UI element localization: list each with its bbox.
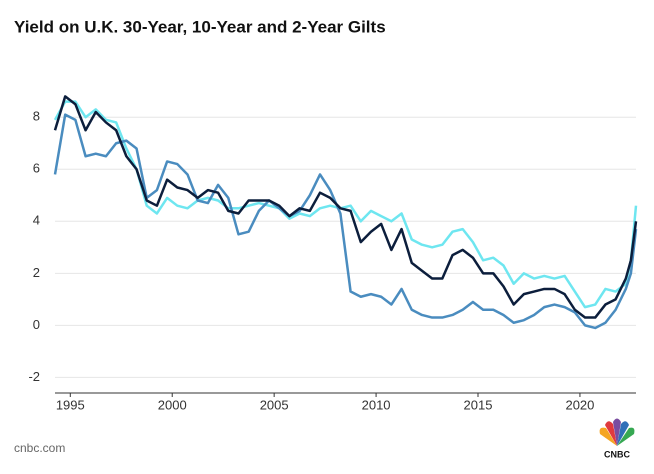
y-tick-label: -2 <box>28 369 40 384</box>
x-tick-label: 2015 <box>464 397 493 412</box>
chart-title: Yield on U.K. 30-Year, 10-Year and 2-Yea… <box>14 17 386 36</box>
x-tick-label: 2005 <box>260 397 289 412</box>
series-line <box>53 113 638 330</box>
x-tick-label: 2010 <box>362 397 391 412</box>
y-tick-label: 6 <box>33 161 40 176</box>
y-tick-label: 2 <box>33 265 40 280</box>
series-line <box>53 95 638 319</box>
x-tick-label: 1995 <box>56 397 85 412</box>
y-tick-label: 4 <box>33 213 40 228</box>
series-line <box>53 100 638 309</box>
y-tick-label: 0 <box>33 317 40 332</box>
y-tick-label: 8 <box>33 109 40 124</box>
logo-text: CNBC <box>604 449 630 459</box>
logo: CNBC <box>599 418 635 459</box>
x-tick-label: 2000 <box>158 397 187 412</box>
source: cnbc.com <box>14 441 65 455</box>
x-tick-label: 2020 <box>565 397 594 412</box>
